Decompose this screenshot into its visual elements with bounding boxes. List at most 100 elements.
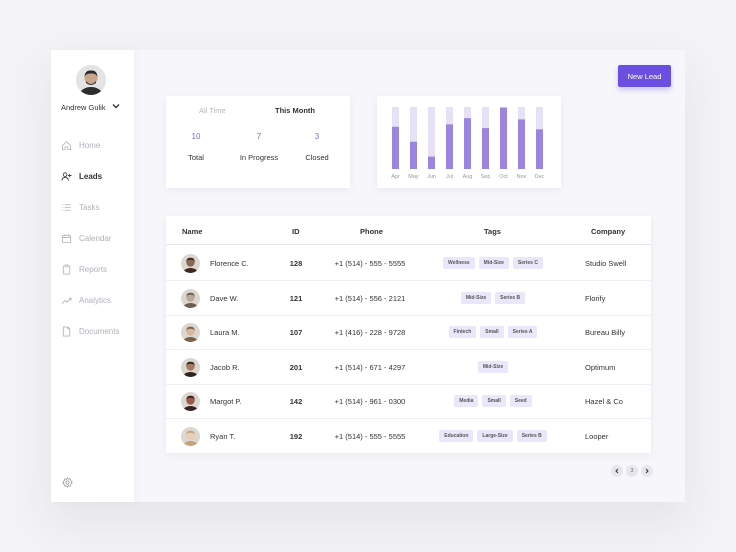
stat-in-progress-label: In Progress <box>239 153 279 162</box>
column-header-id[interactable]: ID <box>292 227 300 236</box>
lead-name[interactable]: Florence C. <box>210 259 249 268</box>
lead-name[interactable]: Margot P. <box>210 397 242 406</box>
sidebar-item-label: Home <box>79 140 101 150</box>
lead-company: Studio Swell <box>585 259 627 268</box>
avatar <box>181 288 200 308</box>
sidebar-item-home[interactable]: Home <box>61 138 100 152</box>
settings-icon[interactable] <box>62 477 73 488</box>
bar-jul[interactable] <box>446 124 453 169</box>
tag-list: Fintech Small Series A <box>423 326 563 338</box>
chevron-right-icon <box>645 468 649 474</box>
tag-badge: Series A <box>507 326 538 338</box>
calendar-icon <box>61 233 72 243</box>
x-tick-label: Aug <box>463 174 473 180</box>
tag-badge: Seed <box>509 395 532 407</box>
lead-name[interactable]: Jacob R. <box>210 362 240 372</box>
list-icon <box>62 203 71 211</box>
sidebar-item-calendar[interactable]: Calendar <box>61 231 111 245</box>
lead-id: 142 <box>289 397 303 406</box>
tag-badge: Series C <box>512 257 543 269</box>
leads-table: Name ID Phone Tags Company Florence C. 1… <box>166 216 651 453</box>
avatar <box>181 254 200 273</box>
bar-jun[interactable] <box>428 156 435 169</box>
sidebar: Andrew Gulik Home Leads Tasks Calendar <box>51 50 134 502</box>
sidebar-item-tasks[interactable]: Tasks <box>61 200 99 214</box>
bar-sep[interactable] <box>482 128 489 169</box>
user-name[interactable]: Andrew Gulik <box>61 103 106 112</box>
column-header-company[interactable]: Company <box>591 227 626 236</box>
table-row[interactable]: Margot P. 142 +1 (514) - 961 - 0300 Medi… <box>166 384 651 419</box>
bar-aug[interactable] <box>464 118 471 169</box>
lead-phone: +1 (514) - 961 - 0300 <box>334 397 406 406</box>
avatar <box>181 426 200 446</box>
document-icon <box>62 326 71 336</box>
tab-this-month[interactable]: This Month <box>275 106 315 115</box>
pagination: 3 <box>611 465 653 477</box>
sidebar-item-label: Leads <box>79 171 103 181</box>
lead-name[interactable]: Dave W. <box>210 293 239 303</box>
lead-id: 128 <box>289 259 303 268</box>
tag-badge: Mid-Size <box>460 291 492 304</box>
next-page-button[interactable] <box>641 465 653 477</box>
tab-all-time[interactable]: All Time <box>199 106 226 115</box>
bar-oct[interactable] <box>500 107 507 169</box>
stat-total-label: Total <box>188 153 204 162</box>
user-avatar[interactable] <box>76 65 106 95</box>
column-header-phone[interactable]: Phone <box>360 227 383 236</box>
bar-track <box>410 107 417 169</box>
x-tick-label: Dec <box>535 174 545 180</box>
x-tick-label: May <box>408 174 419 180</box>
user-plus-icon <box>61 171 72 181</box>
avatar <box>181 357 200 377</box>
column-header-tags[interactable]: Tags <box>484 227 501 236</box>
sidebar-item-label: Calendar <box>79 233 112 243</box>
stats-card: All Time This Month 10 Total 7 In Progre… <box>166 96 350 188</box>
new-lead-button[interactable]: New Lead <box>618 65 671 87</box>
lead-name[interactable]: Laura M. <box>210 328 240 337</box>
x-tick-label: Sep <box>481 174 491 180</box>
sidebar-item-label: Tasks <box>79 202 100 212</box>
table-row[interactable]: Florence C. 128 +1 (514) - 555 - 5555 We… <box>166 246 651 281</box>
sidebar-item-reports[interactable]: Reports <box>61 262 107 276</box>
prev-page-button[interactable] <box>611 465 623 477</box>
table-row[interactable]: Ryan T. 192 +1 (514) - 555 - 5555 Educat… <box>166 419 651 454</box>
lead-id: 107 <box>289 328 303 337</box>
tag-badge: Education <box>439 429 474 442</box>
sidebar-item-documents[interactable]: Documents <box>61 324 119 338</box>
lead-company: Looper <box>585 431 609 441</box>
bar-may[interactable] <box>410 141 417 169</box>
lead-name[interactable]: Ryan T. <box>210 431 236 441</box>
home-icon <box>61 140 72 150</box>
x-tick-label: Apr <box>391 174 400 180</box>
lead-company: Optimum <box>585 362 616 372</box>
table-row[interactable]: Jacob R. 201 +1 (514) - 671 - 4297 Mid-S… <box>166 350 651 385</box>
tag-list: Mid-Size Series B <box>423 291 563 304</box>
lead-company: Bureau Billy <box>585 328 626 337</box>
bar-nov[interactable] <box>518 119 525 169</box>
tag-badge: Wellness <box>443 257 475 269</box>
stat-closed-value: 3 <box>314 132 320 141</box>
bar-chart-svg: Apr May Jun Jul Aug Sep Oct Nov Dec <box>391 107 545 180</box>
table-row[interactable]: Laura M. 107 +1 (416) - 228 - 9728 Finte… <box>166 315 651 350</box>
tag-badge: Fintech <box>448 326 477 338</box>
column-header-name[interactable]: Name <box>182 227 203 236</box>
tag-badge: Small <box>480 326 504 338</box>
lead-phone: +1 (514) - 555 - 5555 <box>334 259 406 268</box>
x-tick-label: Oct <box>499 174 508 180</box>
page-number[interactable]: 3 <box>626 465 638 477</box>
stat-closed-label: Closed <box>305 153 329 162</box>
tag-badge: Mid-Size <box>478 257 509 269</box>
stat-in-progress-value: 7 <box>256 132 262 141</box>
x-tick-label: Jun <box>427 174 436 180</box>
bar-apr[interactable] <box>392 126 399 169</box>
lead-id: 192 <box>289 431 303 441</box>
sidebar-item-leads[interactable]: Leads <box>61 169 102 183</box>
tag-badge: Mid-Size <box>477 360 509 373</box>
tag-list: Education Large-Size Series B <box>423 429 563 442</box>
sidebar-item-analytics[interactable]: Analytics <box>61 293 111 307</box>
bar-dec[interactable] <box>536 129 543 169</box>
sidebar-item-label: Reports <box>79 264 108 274</box>
tag-badge: Series B <box>495 291 526 304</box>
table-row[interactable]: Dave W. 121 +1 (514) - 556 - 2121 Mid-Si… <box>166 281 651 316</box>
chevron-down-icon[interactable] <box>111 101 121 111</box>
